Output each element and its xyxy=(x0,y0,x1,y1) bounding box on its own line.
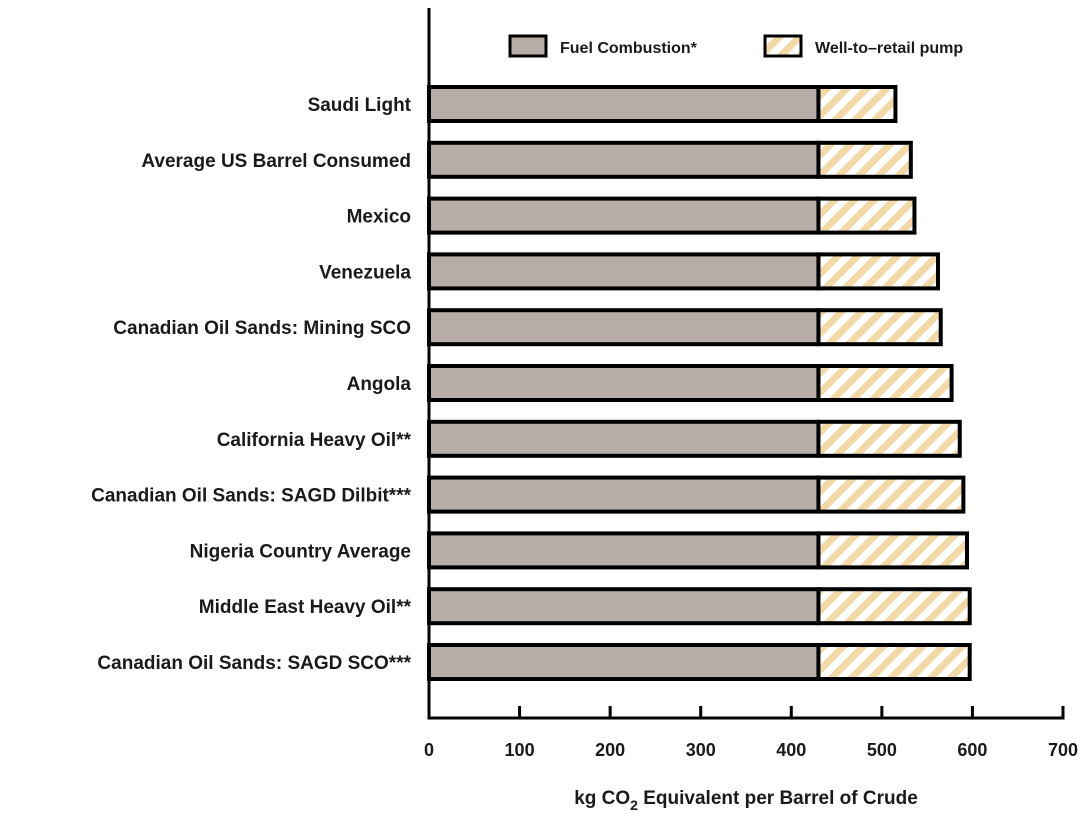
bar-nigeria-country-average-fuel-combustion xyxy=(427,531,821,570)
x-tick-label-200: 200 xyxy=(595,740,625,760)
x-tick-label-0: 0 xyxy=(424,740,434,760)
bar-middle-east-heavy-oil-fuel-combustion xyxy=(427,587,821,626)
bar-angola-fuel-combustion xyxy=(427,364,821,402)
bar-mexico-well-to-retail-pump xyxy=(816,196,917,235)
bar-california-heavy-oil-well-to-retail-pump xyxy=(816,419,962,458)
category-label-angola: Angola xyxy=(347,374,412,395)
category-label-middle-east-heavy-oil: Middle East Heavy Oil** xyxy=(199,597,412,618)
x-tick-label-100: 100 xyxy=(505,740,535,760)
category-label-nigeria-country-average: Nigeria Country Average xyxy=(190,541,411,562)
bar-nigeria-country-average-well-to-retail-pump xyxy=(816,531,969,570)
bar-canadian-oil-sands-sagd-sco-well-to-retail-pump xyxy=(816,643,972,681)
x-tick-label-500: 500 xyxy=(867,740,897,760)
bar-saudi-light-fuel-combustion xyxy=(427,85,821,123)
bar-canadian-oil-sands-mining-sco-well-to-retail-pump xyxy=(816,308,943,347)
category-label-venezuela: Venezuela xyxy=(319,262,411,283)
category-label-saudi-light: Saudi Light xyxy=(308,95,412,116)
category-label-california-heavy-oil: California Heavy Oil** xyxy=(217,430,412,451)
bar-venezuela-fuel-combustion xyxy=(427,252,821,291)
legend-swatch-fuel-combustion xyxy=(508,34,548,58)
bar-venezuela-well-to-retail-pump xyxy=(816,252,941,291)
x-tick-label-400: 400 xyxy=(776,740,806,760)
bar-canadian-oil-sands-mining-sco-fuel-combustion xyxy=(427,308,821,347)
category-label-average-us-barrel-consumed: Average US Barrel Consumed xyxy=(141,151,411,172)
bar-angola-well-to-retail-pump xyxy=(816,364,954,402)
category-label-mexico: Mexico xyxy=(347,207,411,228)
legend-swatch-well-to-retail-pump xyxy=(763,34,803,58)
bar-average-us-barrel-consumed-well-to-retail-pump xyxy=(816,140,913,179)
x-tick-label-700: 700 xyxy=(1048,740,1078,760)
x-tick-label-600: 600 xyxy=(957,740,987,760)
category-label-canadian-oil-sands-sagd-sco: Canadian Oil Sands: SAGD SCO*** xyxy=(97,653,411,674)
bar-mexico-fuel-combustion xyxy=(427,196,821,235)
bar-middle-east-heavy-oil-well-to-retail-pump xyxy=(816,587,972,626)
legend-label-well-to-retail-pump: Well-to–retail pump xyxy=(815,40,963,57)
legend-label-fuel-combustion: Fuel Combustion* xyxy=(560,40,698,57)
bar-california-heavy-oil-fuel-combustion xyxy=(427,419,821,458)
bar-canadian-oil-sands-sagd-sco-fuel-combustion xyxy=(427,643,821,681)
x-tick-label-300: 300 xyxy=(686,740,716,760)
bar-saudi-light-well-to-retail-pump xyxy=(816,85,898,123)
bar-average-us-barrel-consumed-fuel-combustion xyxy=(427,140,821,179)
x-axis-title: kg CO2 Equivalent per Barrel of Crude xyxy=(574,788,918,812)
category-label-canadian-oil-sands-sagd-dilbit: Canadian Oil Sands: SAGD Dilbit*** xyxy=(91,486,411,507)
category-label-canadian-oil-sands-mining-sco: Canadian Oil Sands: Mining SCO xyxy=(113,318,411,339)
bar-canadian-oil-sands-sagd-dilbit-well-to-retail-pump xyxy=(816,475,966,514)
bar-canadian-oil-sands-sagd-dilbit-fuel-combustion xyxy=(427,475,821,514)
